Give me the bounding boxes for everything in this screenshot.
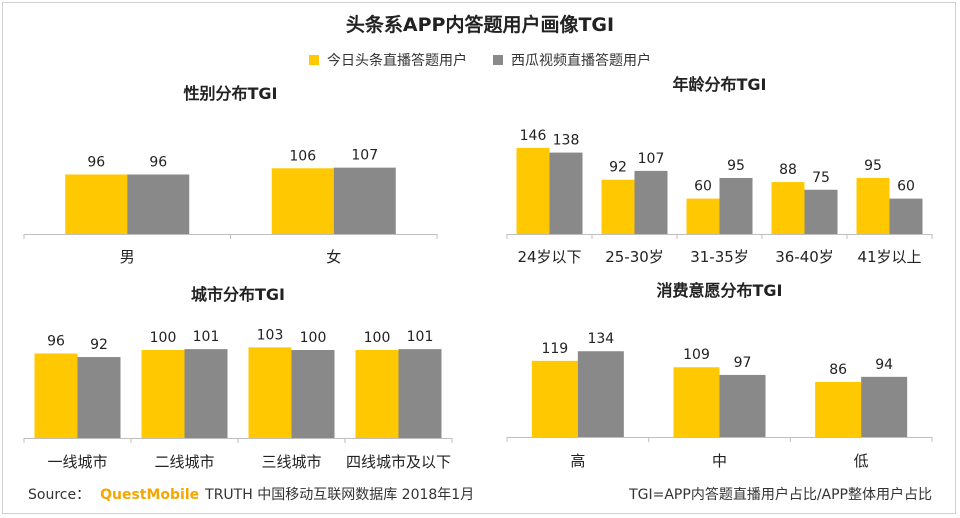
- consumption-bar-toutiao: [673, 367, 720, 437]
- age-bar-xigua: [719, 177, 753, 234]
- city-bar-xigua: [291, 350, 335, 438]
- legend-swatch-xigua: [493, 55, 503, 65]
- city-chart-title: 城市分布TGI: [191, 285, 285, 304]
- age-category-label: 41岁以上: [857, 248, 921, 266]
- city-category-label: 四线城市及以下: [346, 453, 451, 471]
- gender-data-label: 96: [149, 154, 167, 170]
- age-data-label: 88: [779, 162, 797, 178]
- city-data-label: 100: [300, 330, 327, 346]
- legend-label-xigua: 西瓜视频直播答题用户: [511, 53, 651, 69]
- city-data-label: 96: [47, 334, 65, 350]
- city-category-label: 二线城市: [154, 453, 214, 471]
- consumption-bar-toutiao: [815, 381, 862, 437]
- city-data-label: 101: [407, 329, 434, 345]
- consumption-data-label: 86: [829, 362, 847, 378]
- consumption-data-label: 134: [587, 331, 614, 347]
- legend-item-toutiao: 今日头条直播答题用户: [309, 50, 467, 70]
- gender-bar-toutiao: [271, 168, 334, 234]
- tgi-definition: TGI=APP内答题直播用户占比/APP整体用户占比: [629, 487, 932, 503]
- page-title: 头条系APP内答题用户画像TGI: [345, 14, 615, 36]
- age-data-label: 95: [864, 158, 882, 174]
- consumption-category-label: 低: [854, 452, 869, 470]
- consumption-data-label: 109: [683, 347, 710, 363]
- brand-logo: QuestMobile: [100, 487, 200, 503]
- gender-category-label: 女: [326, 248, 341, 266]
- age-bar-xigua: [634, 170, 668, 234]
- age-bar-toutiao: [686, 198, 720, 234]
- city-category-label: 三线城市: [261, 453, 321, 471]
- city-data-label: 100: [364, 330, 391, 346]
- consumption-category-label: 高: [570, 452, 585, 470]
- consumption-bar-xigua: [861, 376, 908, 437]
- city-data-label: 101: [193, 329, 220, 345]
- city-data-label: 92: [90, 337, 108, 353]
- city-bar-toutiao: [34, 353, 78, 438]
- city-bar-xigua: [184, 349, 228, 438]
- legend-label-toutiao: 今日头条直播答题用户: [327, 53, 467, 69]
- consumption-data-label: 94: [875, 357, 893, 373]
- age-data-label: 75: [812, 170, 830, 186]
- age-bar-toutiao: [856, 177, 890, 234]
- legend-swatch-toutiao: [309, 55, 319, 65]
- gender-category-label: 男: [120, 248, 135, 266]
- city-bar-xigua: [77, 357, 121, 438]
- legend-item-xigua: 西瓜视频直播答题用户: [493, 50, 651, 70]
- age-category-label: 31-35岁: [690, 248, 749, 266]
- consumption-chart-title: 消费意愿分布TGI: [656, 281, 782, 300]
- gender-data-label: 106: [289, 148, 316, 164]
- age-bar-xigua: [889, 198, 923, 234]
- age-bar-toutiao: [516, 147, 550, 234]
- consumption-bar-xigua: [719, 374, 766, 437]
- city-bar-xigua: [398, 349, 442, 438]
- gender-bar-xigua: [333, 167, 396, 234]
- age-category-label: 25-30岁: [605, 248, 664, 266]
- age-data-label: 146: [520, 128, 547, 144]
- city-bar-toutiao: [248, 347, 292, 438]
- consumption-data-label: 119: [541, 341, 568, 357]
- age-data-label: 92: [609, 160, 627, 176]
- consumption-data-label: 97: [734, 355, 752, 371]
- age-data-label: 107: [638, 151, 665, 167]
- city-category-label: 一线城市: [47, 453, 107, 471]
- age-data-label: 138: [553, 133, 580, 149]
- age-chart-title: 年龄分布TGI: [672, 75, 766, 94]
- gender-chart-title: 性别分布TGI: [183, 84, 277, 103]
- gender-data-label: 107: [351, 148, 378, 164]
- age-bar-xigua: [804, 189, 838, 234]
- age-data-label: 60: [897, 179, 915, 195]
- source-label: Source：: [28, 487, 91, 503]
- legend: 今日头条直播答题用户 西瓜视频直播答题用户: [0, 50, 960, 70]
- gender-data-label: 96: [87, 154, 105, 170]
- consumption-bar-toutiao: [531, 360, 578, 437]
- city-bar-toutiao: [355, 350, 399, 438]
- age-category-label: 24岁以下: [517, 248, 581, 266]
- city-data-label: 103: [257, 327, 284, 343]
- age-category-label: 36-40岁: [775, 248, 834, 266]
- city-data-label: 100: [150, 330, 177, 346]
- age-bar-toutiao: [771, 182, 805, 234]
- age-data-label: 60: [694, 179, 712, 195]
- source-text: TRUTH 中国移动互联网数据库 2018年1月: [205, 487, 475, 503]
- age-data-label: 95: [727, 158, 745, 174]
- gender-bar-toutiao: [65, 174, 128, 234]
- source-note: Source： QuestMobile TRUTH 中国移动互联网数据库 2018年…: [28, 484, 474, 504]
- city-bar-toutiao: [141, 350, 185, 438]
- age-bar-toutiao: [601, 179, 635, 234]
- consumption-category-label: 中: [712, 452, 727, 470]
- age-bar-xigua: [549, 152, 583, 234]
- consumption-bar-xigua: [577, 351, 624, 437]
- gender-bar-xigua: [127, 174, 190, 234]
